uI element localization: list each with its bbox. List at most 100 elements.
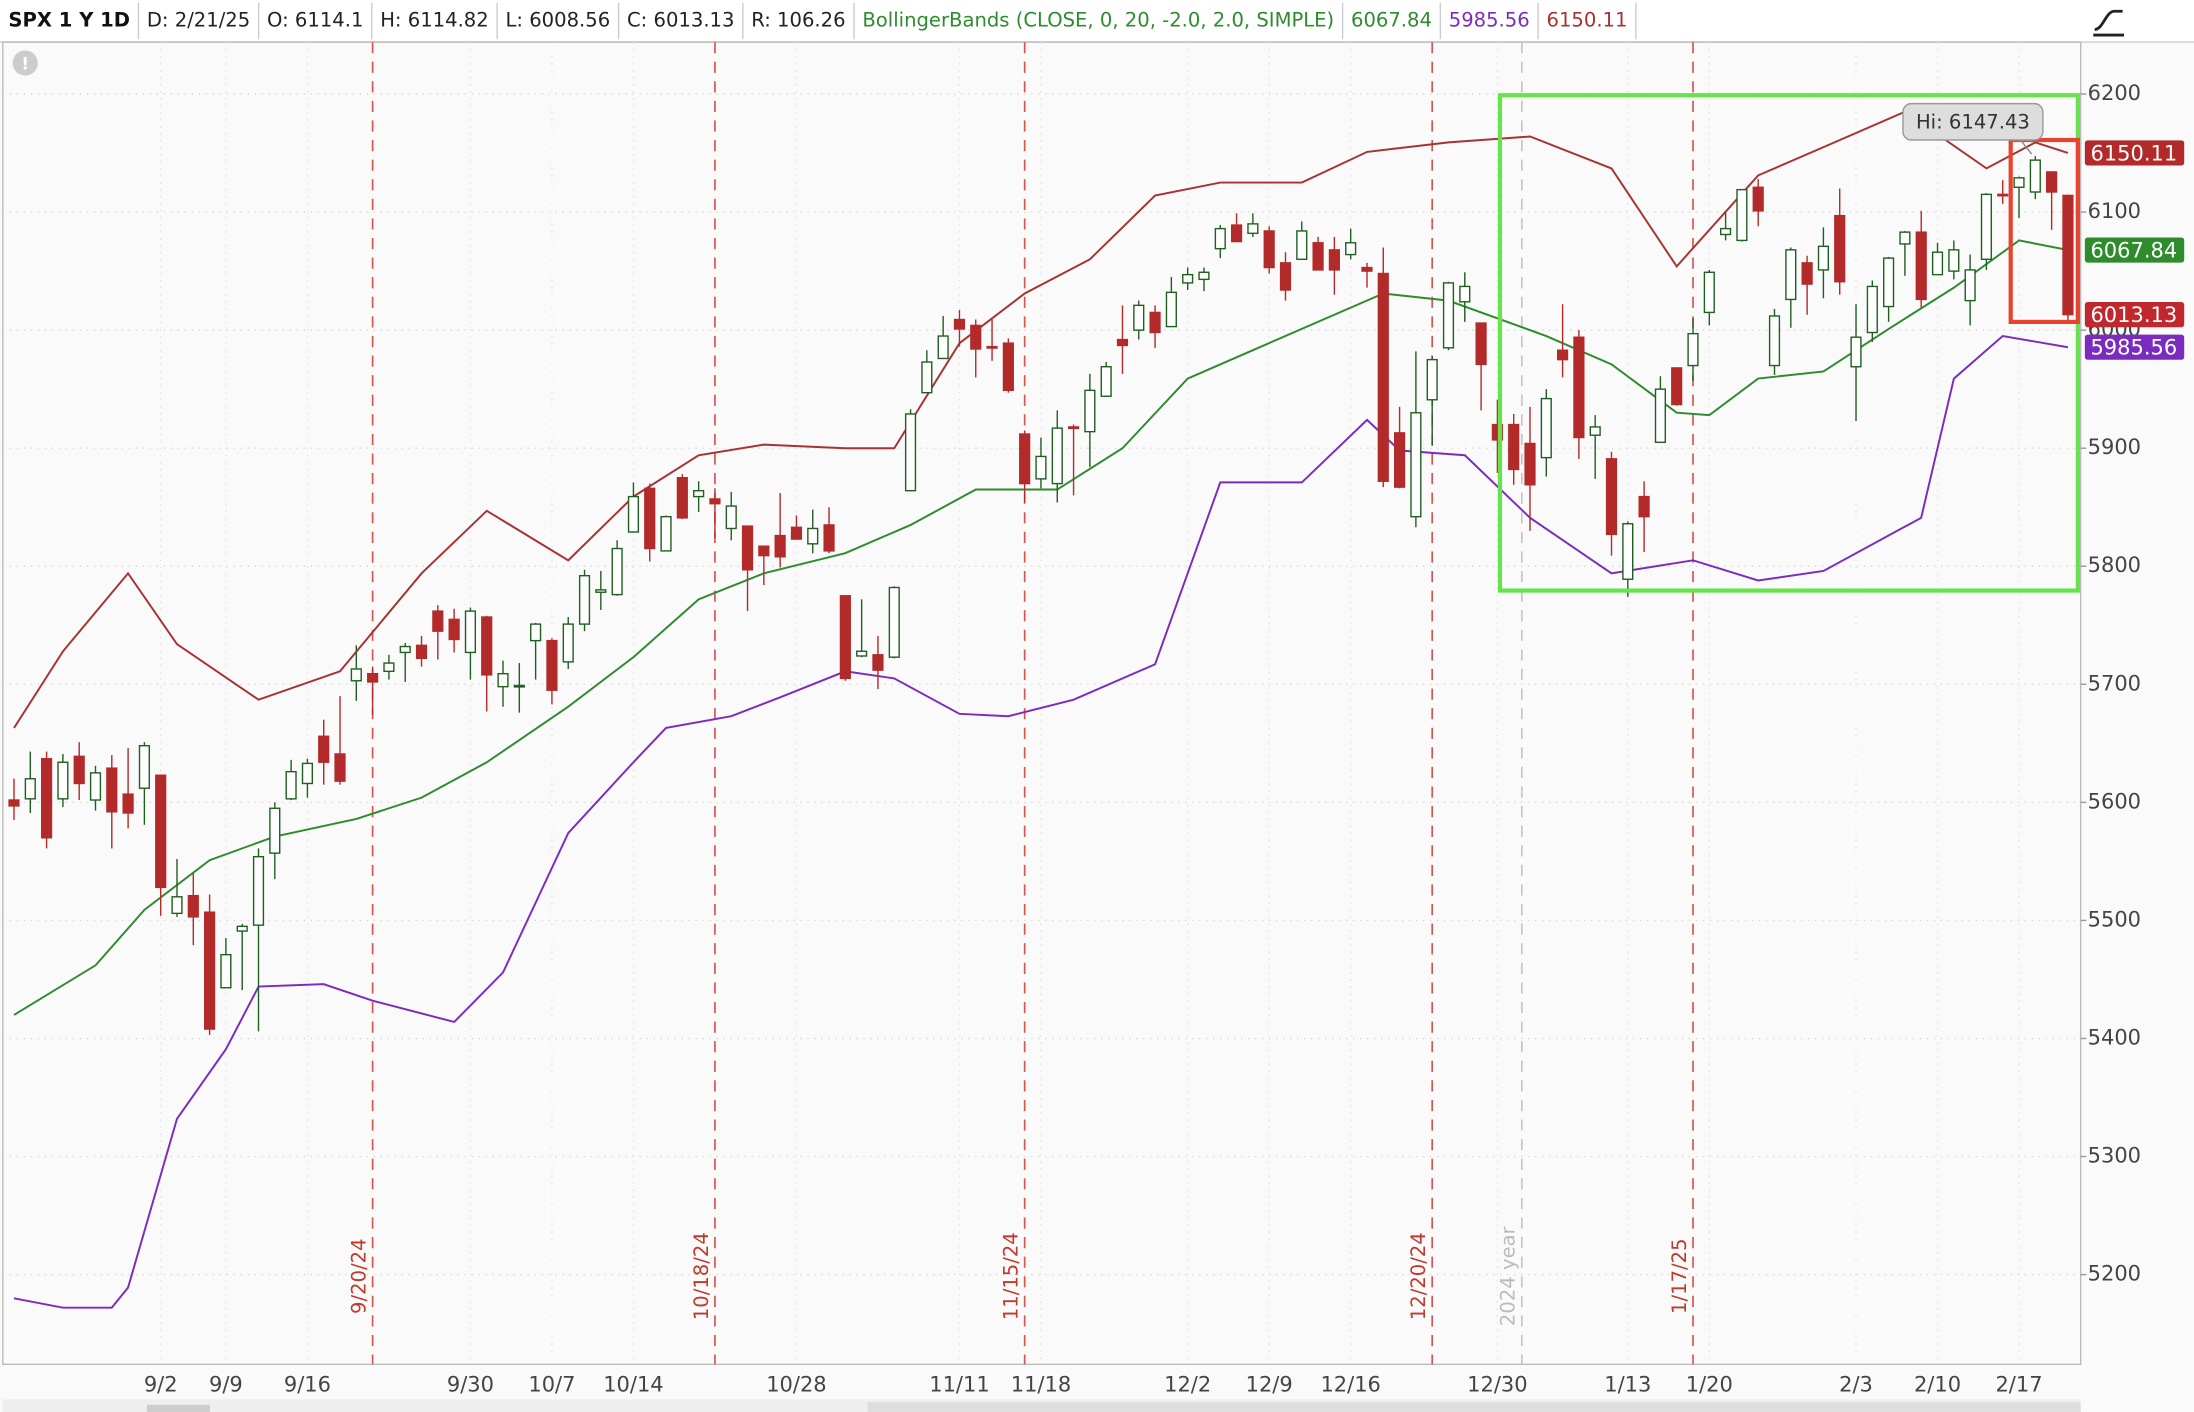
band-line [13,334,2069,1309]
candle-body [1410,412,1422,518]
x-tick-label: 2/17 [1995,1372,2042,1396]
candle-body [1328,249,1340,271]
event-label: 10/18/24 [690,1232,713,1320]
candle-body [1214,227,1226,250]
x-tick-label: 2/3 [1839,1372,1873,1396]
header-item: L: 6008.56 [506,9,611,32]
price-badge [2084,140,2185,166]
x-tick-label: 12/9 [1246,1372,1293,1396]
candle-body [1801,262,1813,285]
candle-body [953,318,966,330]
candle-body [1540,397,1552,459]
y-tick-label: 5200 [2088,1262,2141,1286]
x-tick-label: 10/7 [528,1372,575,1396]
y-tick-label: 6200 [2088,81,2141,105]
candle-body [1165,291,1177,328]
x-tick-label: 12/30 [1467,1372,1527,1396]
header-item: 5985.56 [1449,9,1530,32]
candle-body [1720,227,1732,236]
price-badge [2084,334,2185,360]
candle-body [839,595,851,680]
price-badge-label: 6067.84 [2090,238,2177,262]
header-item: SPX 1 Y 1D [8,9,130,32]
candle-body [334,753,346,782]
candle-body [1051,427,1063,485]
candle-body [1687,332,1699,367]
x-tick-label: 2/10 [1914,1372,1961,1396]
candle-body [1230,224,1243,243]
header-item: 6150.11 [1547,9,1628,32]
alert-icon-glyph: ! [21,53,29,73]
candle-body [1182,273,1194,284]
candle-body [904,413,917,492]
x-tick-label: 11/18 [1011,1372,1071,1396]
header: SPX 1 Y 1D D: 2/21/25 O: 6114.1 H: 6114.82 L… [8,2,1637,40]
candle-body [448,618,460,641]
price-badge-label: 6150.11 [2090,141,2177,165]
candle-body [1834,214,1846,283]
axis: 5200530054005500560057005800590060006100… [144,81,2185,1396]
candle-body [269,807,281,854]
candle-body [986,345,998,349]
candle-body [1524,442,1536,486]
candle-body [285,770,297,800]
candle-body [888,586,900,658]
y-tick-label: 5300 [2088,1144,2141,1168]
bands [13,110,2069,1309]
candle-body [1622,523,1634,580]
candle-body [187,894,199,918]
candle-body [106,767,118,813]
candles [8,156,2074,1035]
candle-body [1964,269,1976,302]
hi-label: Hi: 6147.43 [1916,111,2030,134]
candle-body [2029,159,2041,193]
price-badge-label: 5985.56 [2090,336,2177,360]
candle-body [1703,271,1715,314]
y-tick-label: 5900 [2088,435,2141,459]
x-tick-label: 9/16 [284,1372,331,1396]
candle-body [383,662,395,673]
candle-body [1442,282,1455,349]
candle-body [741,525,754,571]
candle-body [1491,423,1503,441]
event-label: 9/20/24 [348,1238,371,1313]
candle-body [1002,342,1014,392]
y-tick-label: 5700 [2088,671,2141,695]
event-label: 1/17/25 [1668,1238,1691,1313]
y-tick-label: 5800 [2088,553,2141,577]
candle-body [1149,311,1161,334]
candle-body [8,799,20,807]
x-tick-label: 11/11 [929,1372,989,1396]
candle-body [1345,242,1357,256]
header-item: D: 2/21/25 [147,9,250,32]
candle-body [1377,272,1389,482]
candle-body [350,668,362,682]
x-tick-label: 9/30 [447,1372,494,1396]
candle-body [57,761,69,800]
drawing-tool-icon[interactable] [2093,9,2125,37]
band-line [13,239,2069,1016]
candle-body [1638,495,1650,518]
candle-body [1116,338,1129,347]
candle-body [432,610,444,632]
x-tick-label: 9/2 [144,1372,178,1396]
scrollbar-marker [146,1404,210,1412]
events: 9/20/24 10/18/24 11/15/24 12/20/24 1/17/25 20… [348,42,1694,1365]
candle-body [676,477,688,519]
candle-body [1247,223,1259,235]
candle-body [1654,388,1666,443]
candle-body [1035,455,1047,480]
candle-body [1785,249,1797,301]
candle-body [774,534,786,558]
candle-body [497,672,509,688]
candle-body [1198,271,1210,281]
candle-body [595,589,607,593]
x-tick-label: 12/2 [1164,1372,1211,1396]
header-item: BollingerBands (CLOSE, 0, 20, -2.0, 2.0,… [862,9,1334,32]
candle-body [1556,349,1569,361]
hi-pointer [2019,139,2033,155]
candle-body [1100,366,1112,397]
scrollbar-thumb[interactable] [867,1402,2081,1412]
candle-body [1915,231,1927,301]
